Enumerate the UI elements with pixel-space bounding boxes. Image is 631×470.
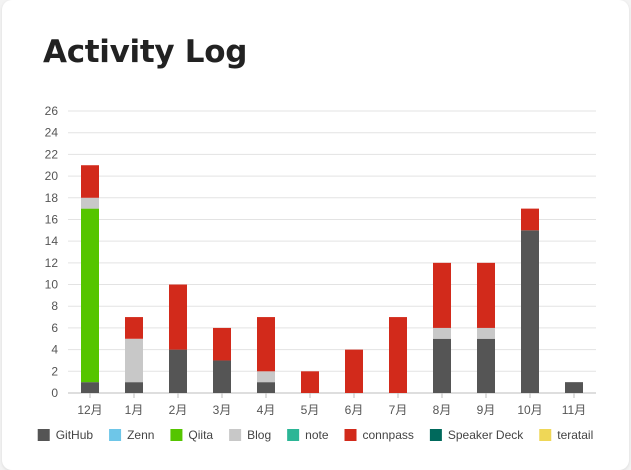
x-tick-label: 4月 xyxy=(257,403,276,417)
bar-segment[interactable] xyxy=(169,349,187,393)
x-tick-label: 6月 xyxy=(345,403,364,417)
y-tick-label: 2 xyxy=(51,364,58,378)
x-tick-label: 11月 xyxy=(562,403,586,417)
bar-segment[interactable] xyxy=(433,338,451,393)
legend-swatch xyxy=(170,429,183,441)
legend-swatch xyxy=(287,429,300,441)
chart-grid xyxy=(68,110,596,394)
legend-item[interactable]: Zenn xyxy=(109,428,154,442)
x-tick-label: 10月 xyxy=(517,403,542,417)
chart-legend[interactable]: GitHub Zenn Qiita Blog note connpass Speaker D… xyxy=(37,428,594,442)
x-tick-label: 7月 xyxy=(389,403,408,417)
bar-segment[interactable] xyxy=(477,338,495,393)
bar-segment[interactable] xyxy=(257,371,275,383)
bar-segment[interactable] xyxy=(81,197,99,209)
bar-segment[interactable] xyxy=(477,262,495,328)
y-tick-label: 8 xyxy=(51,299,58,313)
legend-label: connpass xyxy=(363,428,414,442)
legend-item[interactable]: GitHub xyxy=(37,428,94,442)
bar-segment[interactable] xyxy=(565,382,583,393)
bars xyxy=(81,165,583,393)
legend-swatch xyxy=(37,429,50,441)
legend-item[interactable]: Blog xyxy=(229,428,271,442)
legend-item[interactable]: connpass xyxy=(344,428,414,442)
legend-label: Qiita xyxy=(188,428,213,442)
legend-label: Zenn xyxy=(127,428,154,442)
bar-segment[interactable] xyxy=(389,317,407,393)
legend-label: Blog xyxy=(247,428,271,442)
bar-segment[interactable] xyxy=(433,262,451,328)
legend-swatch xyxy=(229,429,242,441)
y-tick-label: 22 xyxy=(45,147,59,161)
legend-swatch xyxy=(109,429,122,441)
bar-segment[interactable] xyxy=(81,382,99,393)
legend-swatch xyxy=(429,429,442,441)
y-tick-label: 14 xyxy=(45,234,59,248)
bar-segment[interactable] xyxy=(125,317,143,339)
bar-segment[interactable] xyxy=(433,327,451,339)
bar-segment[interactable] xyxy=(125,338,143,383)
legend-label: GitHub xyxy=(56,428,94,442)
x-tick-label: 1月 xyxy=(125,403,144,417)
legend-swatch xyxy=(344,429,357,441)
y-tick-label: 0 xyxy=(51,386,58,400)
bar-segment[interactable] xyxy=(213,360,231,393)
y-tick-label: 4 xyxy=(51,343,58,357)
y-tick-label: 20 xyxy=(45,169,59,183)
x-tick-label: 9月 xyxy=(477,403,496,417)
y-tick-label: 18 xyxy=(45,191,59,205)
legend-item[interactable]: teratail xyxy=(539,428,593,442)
bar-segment[interactable] xyxy=(257,382,275,393)
legend-item[interactable]: note xyxy=(287,428,329,442)
legend-label: note xyxy=(305,428,329,442)
bar-segment[interactable] xyxy=(477,327,495,339)
x-tick-label: 2月 xyxy=(169,403,188,417)
bar-segment[interactable] xyxy=(257,317,275,372)
bar-segment[interactable] xyxy=(345,349,363,393)
bar-segment[interactable] xyxy=(213,327,231,361)
bar-segment[interactable] xyxy=(301,371,319,393)
x-axis: 12月 1月 2月 3月 4月 5月 6月 7月 8月 9月 10月 11月 xyxy=(77,393,586,417)
x-tick-label: 8月 xyxy=(433,403,452,417)
x-tick-label: 5月 xyxy=(301,403,320,417)
bar-segment[interactable] xyxy=(521,230,539,393)
x-tick-label: 12月 xyxy=(77,403,102,417)
bar-segment[interactable] xyxy=(81,208,99,383)
legend-label: Speaker Deck xyxy=(448,428,524,442)
legend-item[interactable]: Speaker Deck xyxy=(429,428,524,442)
y-tick-label: 26 xyxy=(45,104,59,118)
bar-segment[interactable] xyxy=(169,284,187,350)
bar-segment[interactable] xyxy=(125,382,143,393)
legend-swatch xyxy=(539,429,552,441)
y-tick-label: 6 xyxy=(51,321,58,335)
legend-label: teratail xyxy=(557,428,593,442)
y-tick-label: 24 xyxy=(45,126,59,140)
bar-segment[interactable] xyxy=(521,208,539,231)
bar-segment[interactable] xyxy=(81,165,99,198)
y-tick-label: 12 xyxy=(45,256,59,270)
y-tick-label: 16 xyxy=(45,212,59,226)
x-tick-label: 3月 xyxy=(213,403,232,417)
y-tick-label: 10 xyxy=(45,278,59,292)
page-title: Activity Log xyxy=(43,34,248,70)
legend-item[interactable]: Qiita xyxy=(170,428,213,442)
